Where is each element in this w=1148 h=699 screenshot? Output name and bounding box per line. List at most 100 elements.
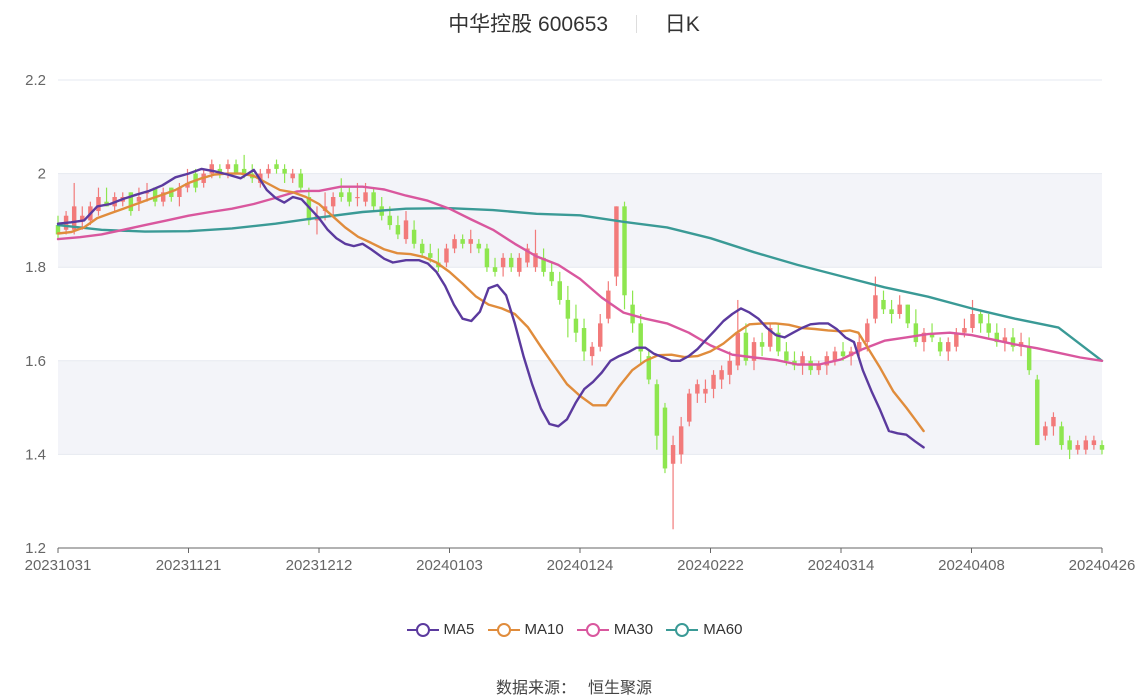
candle-body (865, 323, 870, 343)
legend-item-ma30[interactable]: MA30 (576, 621, 653, 638)
candle-body (1035, 379, 1040, 446)
grid-band (58, 360, 1102, 455)
legend-label-ma30: MA30 (613, 621, 654, 638)
candle-body (638, 323, 643, 352)
candle-body (363, 192, 368, 202)
candle-body (541, 257, 546, 272)
candle-body (71, 206, 77, 230)
candle-body (662, 407, 668, 469)
candle-body (986, 323, 991, 333)
grid-band (58, 173, 1102, 268)
candle-body (1043, 426, 1048, 436)
candle-body (290, 173, 295, 179)
candle-body (533, 253, 538, 268)
candle-body (517, 257, 522, 272)
candle-body (889, 309, 894, 314)
candle-body (500, 257, 506, 268)
candle-body (897, 304, 902, 314)
candle-body (913, 323, 919, 343)
candle-body (784, 351, 789, 361)
legend-label-ma10: MA10 (524, 621, 564, 638)
candle-body (403, 220, 409, 240)
candle-body (55, 225, 61, 235)
candle-body (1067, 440, 1072, 450)
candle-body (282, 168, 287, 174)
candle-body (589, 346, 595, 357)
candle-body (428, 253, 433, 258)
legend-item-ma5[interactable]: MA5 (406, 621, 475, 638)
candle-body (598, 323, 603, 347)
candle-body (525, 248, 530, 263)
x-tick-label: 20240222 (677, 557, 744, 574)
candle-body (387, 215, 393, 226)
candle-body (339, 192, 344, 197)
candle-body (767, 328, 773, 347)
candle-body (371, 192, 376, 207)
candle-body (711, 374, 716, 389)
legend-label-ma5: MA5 (443, 621, 475, 638)
x-tick-label: 20231212 (286, 557, 353, 574)
candle-body (1002, 337, 1008, 343)
legend-item-ma10[interactable]: MA10 (487, 621, 564, 638)
candle-body (128, 192, 134, 212)
candle-body (1026, 346, 1032, 371)
candle-body (873, 295, 878, 319)
candle-body (217, 168, 223, 174)
candle-body (144, 192, 150, 194)
candle-body (921, 332, 927, 343)
x-tick-label: 20240124 (547, 557, 614, 574)
y-tick-label: 2 (38, 166, 46, 183)
candle-body (727, 360, 732, 375)
candle-body (395, 225, 401, 235)
candle-body (824, 356, 830, 366)
candle-body (622, 206, 627, 296)
candle-body (905, 304, 910, 324)
candle-body (1099, 445, 1105, 450)
data-source: 数据来源： 恒生聚源 (0, 674, 1148, 698)
candle-body (177, 187, 182, 197)
candle-body (687, 393, 692, 422)
candle-body (581, 328, 587, 352)
candle-body (929, 332, 935, 338)
candle-body (840, 351, 846, 357)
candle-body (274, 164, 279, 169)
candle-body (1075, 445, 1080, 450)
legend-marker-ma10 (487, 622, 520, 637)
candle-body (298, 173, 304, 188)
candle-body (508, 257, 514, 268)
candle-body (776, 332, 781, 352)
candle-body (419, 243, 425, 254)
x-tick-label: 20240426 (1069, 557, 1136, 574)
candle-body (355, 197, 360, 199)
candle-body (330, 197, 336, 207)
candle-body (233, 164, 239, 174)
candle-body (703, 388, 708, 394)
candle-body (678, 426, 684, 455)
candle-body (1091, 440, 1097, 446)
legend-marker-ma60 (666, 622, 699, 637)
source-label: 数据来源： (495, 680, 576, 697)
period-label: 日K (664, 13, 700, 36)
candle-body (96, 197, 101, 212)
x-tick-label: 20231121 (156, 557, 222, 574)
y-tick-label: 1.8 (25, 259, 46, 276)
candle-body (881, 299, 886, 310)
stock-code: 600653 (538, 13, 609, 36)
legend-item-ma60[interactable]: MA60 (665, 621, 742, 638)
candle-body (800, 356, 805, 366)
legend-marker-ma30 (576, 622, 609, 637)
candle-body (468, 239, 473, 244)
candle-body (347, 192, 352, 202)
candle-body (460, 239, 465, 244)
candle-body (444, 248, 449, 263)
candle-body (266, 168, 271, 174)
candle-body (735, 332, 741, 366)
ma-line-ma10 (56, 172, 925, 433)
candle-body (946, 342, 951, 352)
x-tick-label: 20231031 (25, 557, 92, 574)
chart-legend: MA5 MA10 MA30 MA60 (0, 621, 1148, 642)
x-tick-label: 20240408 (938, 557, 1005, 574)
candle-body (954, 332, 959, 347)
candle-body (606, 290, 611, 319)
candle-body (1010, 337, 1016, 347)
